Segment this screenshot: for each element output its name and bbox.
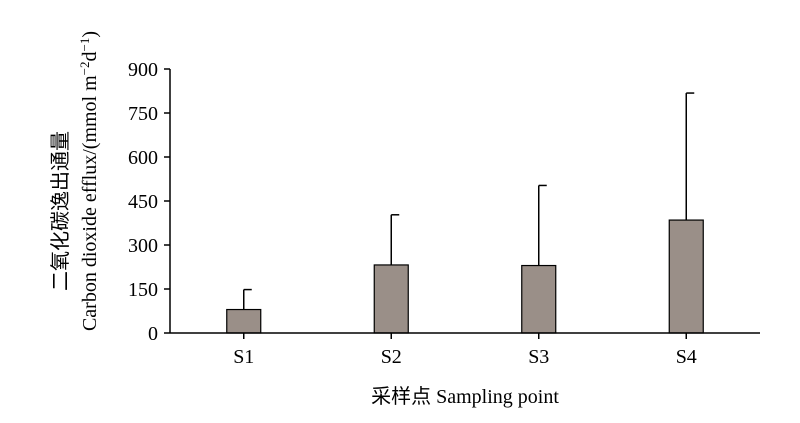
x-tick-label: S3 <box>528 346 549 368</box>
y-title-sup-2: −1 <box>77 38 92 52</box>
y-tick-label: 150 <box>128 279 158 301</box>
bar-s4 <box>668 219 704 334</box>
x-tick-label: S2 <box>381 346 402 368</box>
y-axis-title: 二氧化碳逸出通量 Carbon dioxide efflux/(mmol m−2… <box>49 31 101 331</box>
x-tick-label: S4 <box>676 346 697 368</box>
y-axis-title-line-2: Carbon dioxide efflux/(mmol m−2d−1) <box>77 31 102 331</box>
y-tick-label: 900 <box>128 59 158 81</box>
y-tick-label: 0 <box>148 323 158 345</box>
bars-group <box>226 92 704 334</box>
y-title-main: Carbon dioxide efflux/(mmol m <box>79 75 101 331</box>
y-tick-label: 450 <box>128 191 158 213</box>
x-tick-label: S1 <box>233 346 254 368</box>
y-title-mid: d <box>79 51 101 61</box>
y-tick-label: 600 <box>128 147 158 169</box>
y-axis-ticks: 0 150 300 450 600 750 900 <box>128 59 170 345</box>
x-axis-title: 采样点 Sampling point <box>371 385 559 408</box>
y-tick-label: 750 <box>128 103 158 125</box>
y-title-sup-1: −2 <box>77 61 92 75</box>
y-axis-title-line-1: 二氧化碳逸出通量 <box>49 131 72 291</box>
bar-s1 <box>226 308 262 334</box>
y-tick-label: 300 <box>128 235 158 257</box>
x-axis-ticks: S1 S2 S3 S4 <box>233 333 697 368</box>
bar-s2 <box>373 264 409 334</box>
y-title-end: ) <box>79 31 101 38</box>
bar-s3 <box>521 264 557 334</box>
